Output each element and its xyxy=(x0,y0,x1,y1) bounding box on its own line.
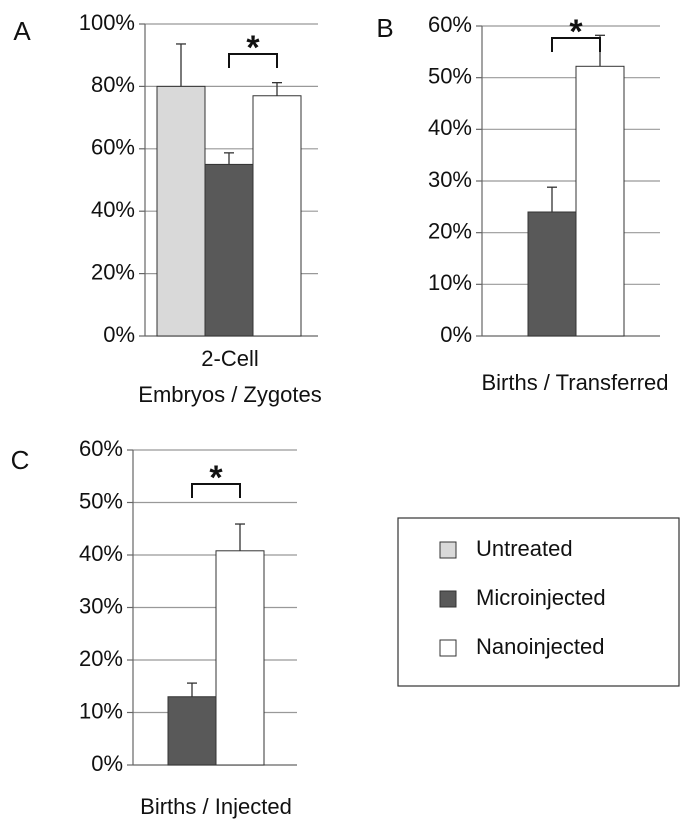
y-tick-label: 50% xyxy=(79,488,123,513)
x-axis-label: Embryos / Zygotes xyxy=(138,382,321,407)
y-tick-label: 40% xyxy=(428,115,472,140)
y-tick-label: 60% xyxy=(428,12,472,37)
x-axis-label: Births / Injected xyxy=(140,794,292,819)
y-tick-label: 100% xyxy=(79,10,135,35)
significance-star: * xyxy=(569,13,583,51)
x-axis-label: Births / Transferred xyxy=(481,370,668,395)
y-tick-label: 30% xyxy=(428,167,472,192)
bar xyxy=(252,95,302,337)
bar xyxy=(167,696,217,766)
y-tick-label: 40% xyxy=(79,541,123,566)
y-tick-label: 80% xyxy=(91,72,135,97)
legend-label: Untreated xyxy=(476,536,573,561)
bar xyxy=(215,550,265,766)
bar xyxy=(575,65,625,337)
panel-letter: B xyxy=(376,13,393,43)
legend-swatch xyxy=(439,590,457,608)
y-tick-label: 50% xyxy=(428,63,472,88)
y-tick-label: 60% xyxy=(91,135,135,160)
bar xyxy=(156,85,206,337)
y-tick-label: 20% xyxy=(91,259,135,284)
y-tick-label: 20% xyxy=(428,218,472,243)
y-tick-label: 0% xyxy=(440,322,472,347)
y-tick-label: 40% xyxy=(91,197,135,222)
y-tick-label: 10% xyxy=(428,270,472,295)
significance-bracket xyxy=(551,37,601,52)
bar xyxy=(204,163,254,337)
y-tick-label: 10% xyxy=(79,698,123,723)
y-tick-label: 0% xyxy=(103,322,135,347)
legend-swatch xyxy=(439,639,457,657)
y-tick-label: 20% xyxy=(79,646,123,671)
panel-letter: C xyxy=(11,445,30,475)
legend-label: Microinjected xyxy=(476,585,606,610)
y-tick-label: 0% xyxy=(91,751,123,776)
y-tick-label: 60% xyxy=(79,436,123,461)
bar xyxy=(527,211,577,337)
y-tick-label: 30% xyxy=(79,593,123,618)
legend-swatch xyxy=(439,541,457,559)
significance-star: * xyxy=(246,29,260,67)
legend-label: Nanoinjected xyxy=(476,634,604,659)
significance-bracket xyxy=(228,53,278,68)
significance-star: * xyxy=(209,459,223,497)
x-axis-label: 2-Cell xyxy=(201,346,258,371)
panel-letter: A xyxy=(13,16,31,46)
significance-bracket xyxy=(191,483,241,498)
